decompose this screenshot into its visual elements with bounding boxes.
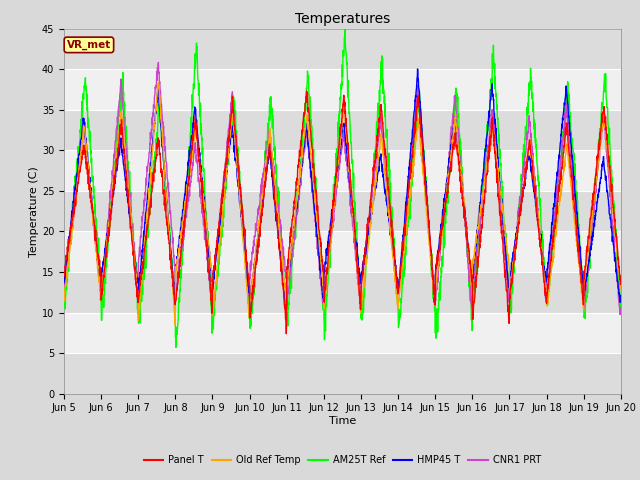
AM25T Ref	[60, 281, 68, 287]
Bar	[64, 29, 621, 69]
AM25T Ref	[341, 26, 349, 32]
Old Ref Temp	[505, 256, 513, 262]
CNR1 PRT	[568, 176, 575, 182]
CNR1 PRT	[617, 306, 625, 312]
CNR1 PRT	[154, 60, 162, 65]
Bar	[64, 272, 621, 312]
Old Ref Temp	[154, 80, 162, 85]
Old Ref Temp	[172, 322, 179, 328]
AM25T Ref	[584, 290, 591, 296]
AM25T Ref	[505, 281, 513, 287]
HMP45 T	[584, 266, 591, 272]
Old Ref Temp	[216, 240, 223, 246]
CNR1 PRT	[216, 215, 223, 221]
Old Ref Temp	[617, 286, 625, 291]
Panel T	[584, 248, 591, 254]
Panel T	[617, 277, 625, 283]
Panel T	[359, 272, 367, 277]
CNR1 PRT	[616, 312, 624, 317]
AM25T Ref	[359, 300, 367, 306]
Old Ref Temp	[584, 252, 591, 258]
Panel T	[303, 88, 310, 94]
Panel T	[60, 274, 68, 279]
Old Ref Temp	[568, 191, 576, 197]
HMP45 T	[216, 230, 223, 236]
Panel T	[505, 315, 513, 321]
CNR1 PRT	[584, 276, 591, 282]
HMP45 T	[617, 292, 625, 298]
Bar	[64, 312, 621, 353]
Panel T	[371, 160, 379, 166]
Line: HMP45 T: HMP45 T	[64, 69, 621, 308]
Old Ref Temp	[359, 288, 367, 294]
Old Ref Temp	[60, 298, 68, 303]
AM25T Ref	[617, 302, 625, 308]
Y-axis label: Temperature (C): Temperature (C)	[29, 166, 39, 257]
Legend: Panel T, Old Ref Temp, AM25T Ref, HMP45 T, CNR1 PRT: Panel T, Old Ref Temp, AM25T Ref, HMP45 …	[140, 451, 545, 469]
AM25T Ref	[568, 135, 576, 141]
HMP45 T	[413, 66, 421, 72]
Bar	[64, 150, 621, 191]
Panel T	[568, 178, 576, 183]
AM25T Ref	[172, 345, 180, 350]
CNR1 PRT	[60, 281, 68, 287]
Line: Old Ref Temp: Old Ref Temp	[64, 83, 621, 325]
Bar	[64, 69, 621, 110]
AM25T Ref	[216, 253, 223, 259]
Bar	[64, 110, 621, 150]
Bar	[64, 353, 621, 394]
HMP45 T	[505, 285, 513, 290]
CNR1 PRT	[359, 275, 367, 280]
HMP45 T	[371, 192, 379, 197]
AM25T Ref	[371, 148, 379, 154]
Bar	[64, 231, 621, 272]
Line: CNR1 PRT: CNR1 PRT	[64, 62, 621, 314]
Line: Panel T: Panel T	[64, 91, 621, 334]
HMP45 T	[568, 152, 576, 158]
Panel T	[282, 331, 290, 336]
Title: Temperatures: Temperatures	[295, 12, 390, 26]
Bar	[64, 191, 621, 231]
Text: VR_met: VR_met	[67, 40, 111, 50]
CNR1 PRT	[504, 291, 512, 297]
HMP45 T	[60, 280, 68, 286]
HMP45 T	[282, 305, 290, 311]
Panel T	[216, 219, 223, 225]
Old Ref Temp	[371, 181, 379, 187]
X-axis label: Time: Time	[329, 416, 356, 426]
CNR1 PRT	[371, 164, 379, 169]
Line: AM25T Ref: AM25T Ref	[64, 29, 621, 348]
HMP45 T	[359, 261, 367, 267]
